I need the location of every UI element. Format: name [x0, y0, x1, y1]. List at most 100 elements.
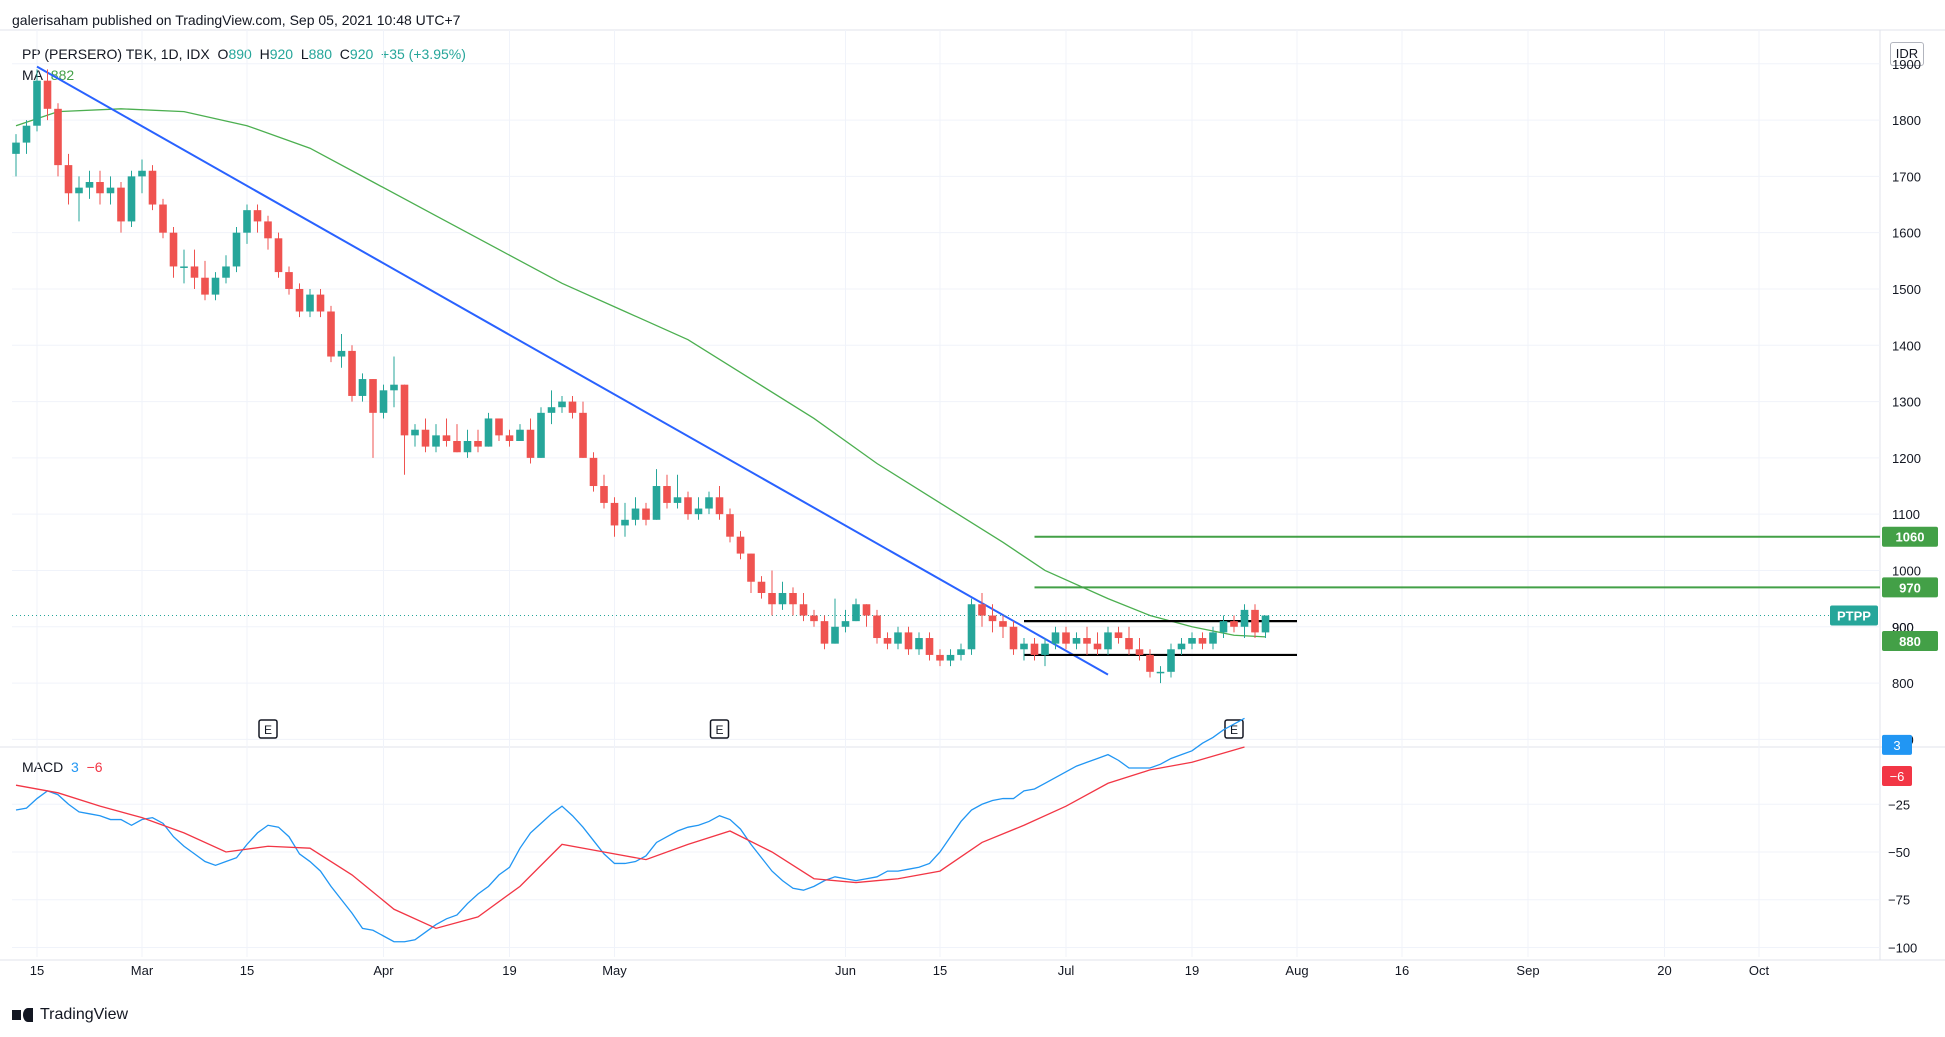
- candle-body: [1104, 632, 1112, 650]
- candle-body: [316, 294, 325, 312]
- candle-body: [652, 486, 661, 520]
- low-label: L: [300, 46, 309, 62]
- candle-body: [1146, 654, 1154, 672]
- candle-body: [96, 182, 104, 194]
- y-tick-label: 1300: [1892, 395, 1921, 410]
- published-info: galerisaham published on TradingView.com…: [12, 12, 461, 28]
- candle-body: [348, 350, 356, 396]
- x-tick-label: Jun: [835, 963, 856, 978]
- candle-body: [1041, 643, 1049, 655]
- y-tick-label: 800: [1892, 676, 1914, 691]
- candle-body: [274, 238, 283, 273]
- x-tick-label: 20: [1657, 963, 1671, 978]
- y-tick-label: 1900: [1892, 57, 1921, 72]
- candle-body: [1020, 643, 1028, 650]
- candle-body: [85, 182, 94, 188]
- y-tick-label: 900: [1892, 620, 1914, 635]
- candle-body: [117, 187, 125, 222]
- candle-body: [663, 486, 671, 503]
- candle-body: [442, 435, 451, 441]
- candle-body: [390, 384, 398, 391]
- trendline: [36, 65, 1109, 676]
- candle-body: [610, 502, 619, 526]
- x-tick-label: Sep: [1516, 963, 1539, 978]
- candle-body: [54, 108, 62, 166]
- candle-body: [253, 210, 262, 222]
- candle-body: [1177, 643, 1186, 650]
- candle-body: [463, 440, 472, 453]
- candle-body: [516, 429, 524, 441]
- candle-body: [789, 592, 797, 605]
- candle-body: [631, 508, 640, 520]
- macd-axis-label: 3: [1893, 738, 1900, 753]
- candle-body: [1156, 671, 1165, 674]
- candle-body: [999, 621, 1007, 627]
- x-tick-label: 19: [502, 963, 516, 978]
- x-tick-label: Aug: [1285, 963, 1308, 978]
- macd-axis-label: −6: [1890, 769, 1905, 784]
- ma-line: [15, 108, 1266, 638]
- candle-body: [978, 604, 986, 616]
- candle-body: [264, 221, 272, 239]
- candle-body: [453, 440, 461, 453]
- macd-tick-label: −75: [1888, 893, 1910, 908]
- y-tick-label: 1200: [1892, 451, 1921, 466]
- x-tick-label: 15: [30, 963, 44, 978]
- candle-body: [537, 412, 545, 458]
- macd-tick-label: −100: [1888, 940, 1917, 955]
- candle-body: [379, 390, 388, 413]
- candle-body: [946, 654, 955, 661]
- low-value: 880: [308, 46, 332, 62]
- macd-legend: MACD 3 −6: [22, 759, 103, 775]
- candle-body: [726, 514, 734, 537]
- candle-body: [673, 497, 682, 503]
- candle-body: [22, 125, 31, 143]
- candle-body: [484, 418, 493, 447]
- candle-body: [642, 508, 650, 520]
- candle-body: [1198, 638, 1207, 644]
- y-tick-label: 1500: [1892, 282, 1921, 297]
- tradingview-logo-icon: [12, 1008, 34, 1022]
- high-label: H: [259, 46, 270, 62]
- candle-body: [768, 592, 776, 605]
- y-tick-label: 1400: [1892, 338, 1921, 353]
- candle-body: [757, 581, 766, 593]
- candle-body: [1125, 638, 1133, 650]
- candle-body: [684, 497, 692, 515]
- candle-body: [747, 553, 755, 582]
- candle-body: [705, 497, 713, 509]
- candle-body: [148, 170, 157, 205]
- symbol-tag-bg: [1830, 605, 1878, 626]
- level-axis-label-bg: [1882, 526, 1938, 547]
- candle-body: [12, 142, 20, 154]
- candle-body: [820, 621, 829, 644]
- candle-body: [883, 638, 892, 644]
- x-tick-label: Apr: [373, 963, 394, 978]
- macd-axis-label-bg: [1882, 766, 1912, 786]
- candle-body: [1188, 638, 1196, 644]
- currency-button[interactable]: IDR: [1890, 42, 1924, 66]
- level-axis-label: 1060: [1896, 530, 1925, 545]
- symbol-tag: PTPP: [1837, 609, 1871, 624]
- y-tick-label: 1100: [1892, 507, 1920, 522]
- candle-body: [600, 486, 608, 503]
- macd-label: MACD: [22, 759, 64, 775]
- candle-body: [715, 497, 724, 515]
- candle-body: [201, 277, 209, 295]
- candle-body: [106, 187, 115, 194]
- earnings-event-marker: E: [1224, 719, 1244, 739]
- chart-canvas[interactable]: 7008009001000110012001300140015001600170…: [0, 0, 1945, 990]
- event-label: E: [264, 723, 272, 737]
- event-box: [709, 719, 730, 739]
- candle-body: [936, 654, 944, 661]
- candle-body: [579, 412, 587, 458]
- candle-body: [138, 170, 146, 177]
- macd-axis-label-bg: [1882, 734, 1912, 755]
- candle-body: [327, 311, 335, 357]
- event-label: E: [1230, 723, 1238, 737]
- candle-body: [243, 210, 251, 233]
- candle-body: [957, 649, 965, 655]
- candle-body: [190, 266, 199, 278]
- candle-body: [411, 429, 419, 436]
- level-axis-label-bg: [1882, 577, 1938, 598]
